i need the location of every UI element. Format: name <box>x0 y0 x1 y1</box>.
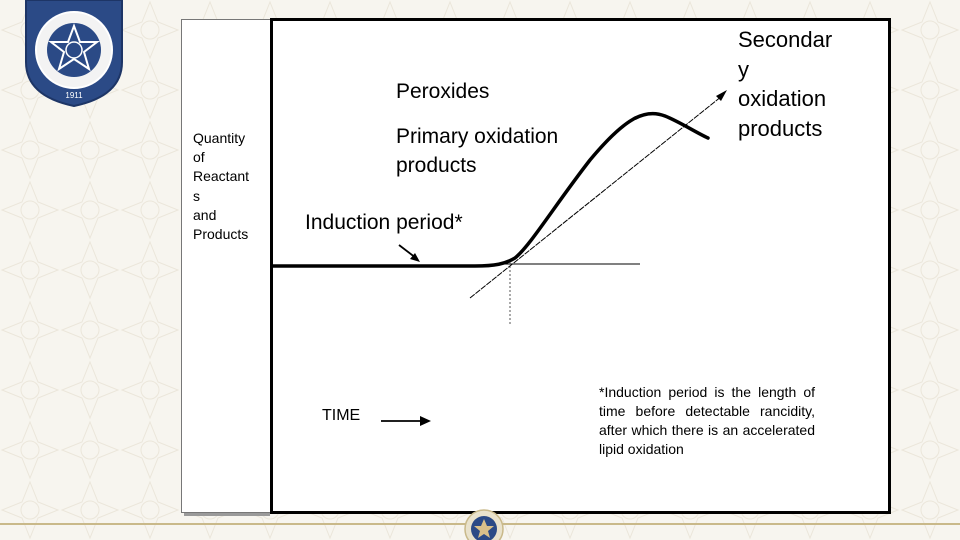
induction-footnote: *Induction period is the length of time … <box>599 384 815 457</box>
primary-oxidation-label: Primary oxidation products <box>396 125 559 177</box>
induction-arrow-head <box>410 253 420 262</box>
secondary-oxidation-label: Secondar y oxidation products <box>738 27 833 141</box>
y-axis-label: Quantity of Reactant s and Products <box>193 130 250 243</box>
footer-seal-icon <box>464 509 504 540</box>
y-axis-panel <box>181 19 271 513</box>
tangent-arrow-head <box>716 90 727 101</box>
star-icon <box>48 23 100 72</box>
peroxides-label: Peroxides <box>396 80 490 103</box>
induction-period-label: Induction period* <box>305 211 463 234</box>
x-axis-label: TIME <box>322 407 361 424</box>
time-arrow-head <box>420 416 431 426</box>
oxidation-curve <box>270 111 710 268</box>
logo-year: 1911 <box>65 91 83 100</box>
university-logo: 1911 <box>24 0 124 108</box>
tangent-line <box>469 95 723 299</box>
